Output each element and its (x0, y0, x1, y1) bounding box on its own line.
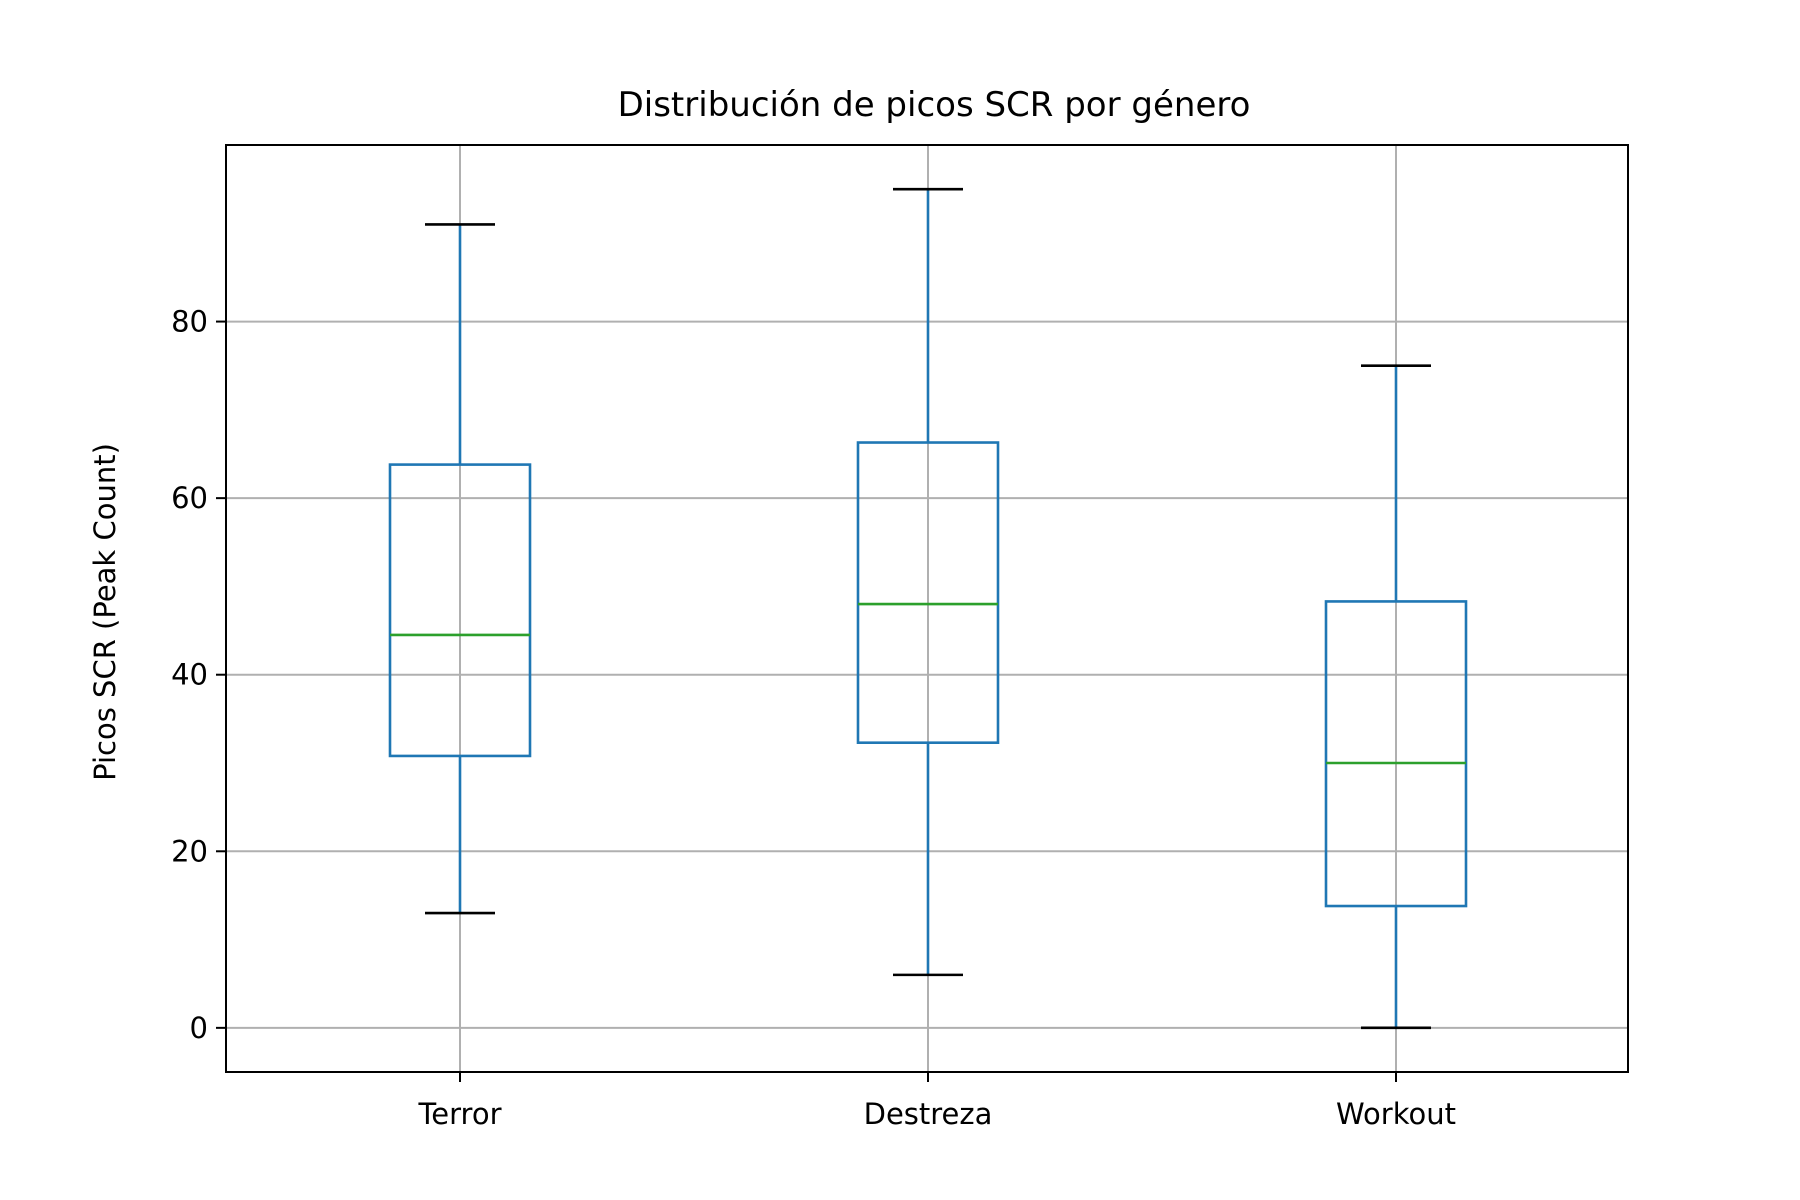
box-workout (1324, 364, 1468, 1030)
chart-title: Distribución de picos SCR por género (618, 85, 1251, 125)
axis-ticks: 0 20 40 60 80 Terror Destreza Workout (171, 305, 1456, 1131)
x-tick-label: Destreza (864, 1097, 993, 1131)
x-tick-label: Workout (1336, 1097, 1456, 1131)
plot-area-frame (225, 144, 1629, 1073)
iqr-box (856, 441, 1000, 744)
x-tick-label: Terror (418, 1097, 502, 1131)
box-terror (388, 223, 532, 915)
y-tick-label: 80 (171, 305, 208, 339)
box-destreza (856, 187, 1000, 977)
y-tick-label: 20 (171, 834, 208, 868)
y-axis-label: Picos SCR (Peak Count) (88, 443, 122, 781)
iqr-box (1324, 600, 1468, 908)
y-tick-label: 0 (190, 1011, 208, 1045)
boxes (388, 187, 1468, 1030)
iqr-box (388, 463, 532, 758)
y-tick-label: 40 (171, 658, 208, 692)
y-tick-label: 60 (171, 481, 208, 515)
